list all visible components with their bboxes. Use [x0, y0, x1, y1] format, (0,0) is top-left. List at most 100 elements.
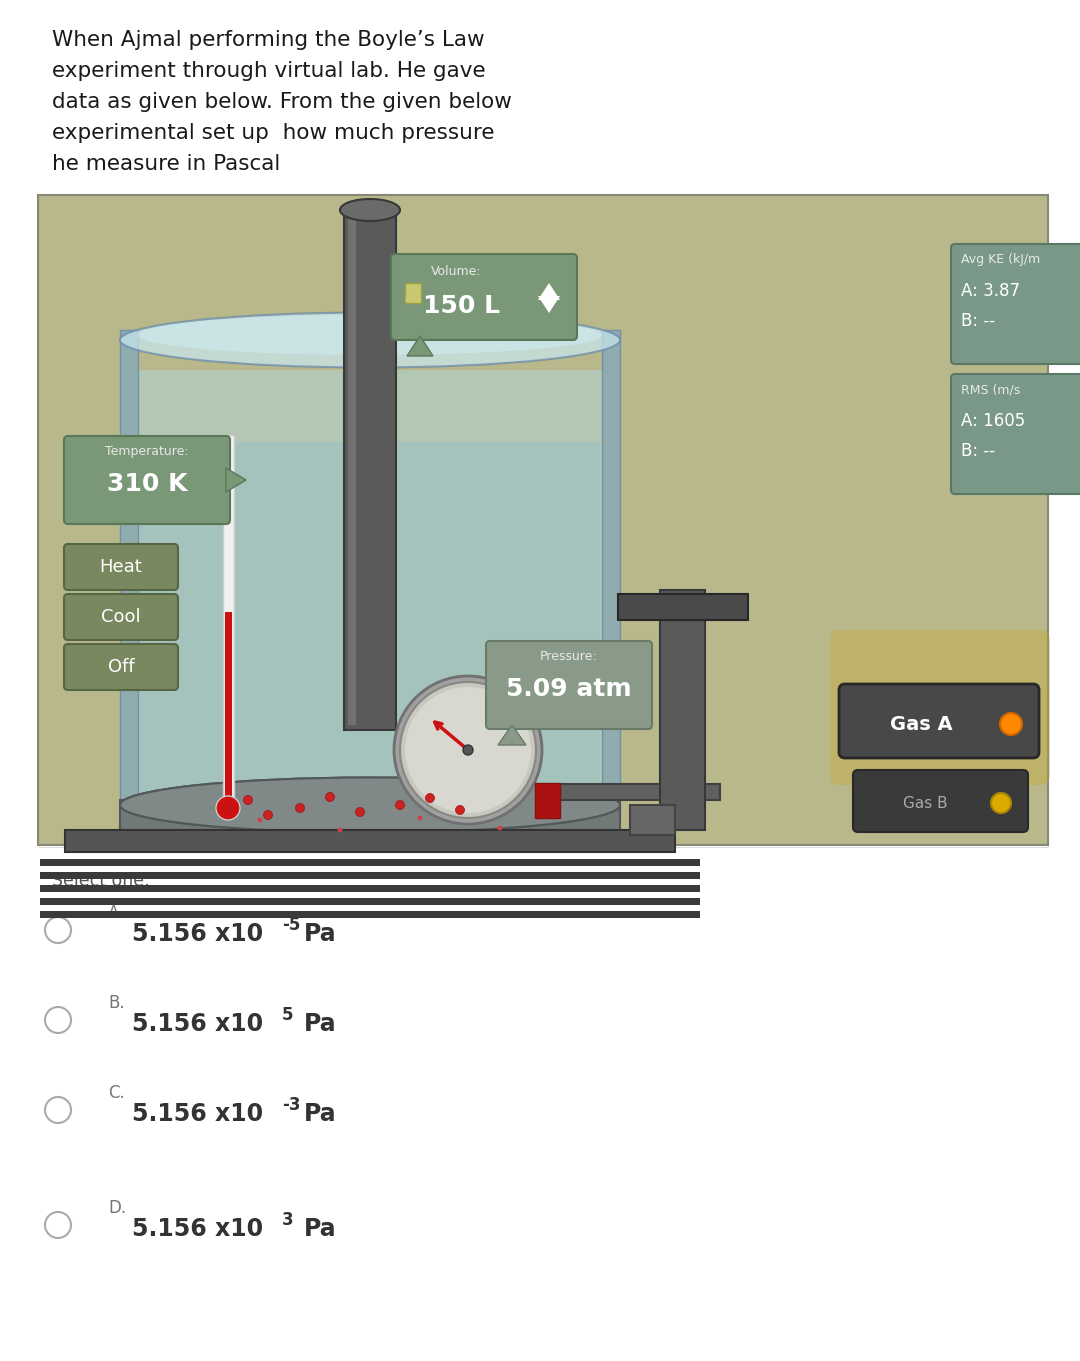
Ellipse shape [340, 199, 400, 220]
Bar [120, 800, 620, 830]
Text: When Ajmal performing the Boyle’s Law: When Ajmal performing the Boyle’s Law [52, 30, 485, 50]
Text: D.: D. [108, 1199, 126, 1217]
Circle shape [45, 1213, 71, 1239]
Bar [345, 210, 396, 729]
Circle shape [296, 803, 305, 813]
Circle shape [400, 682, 536, 818]
Text: Pa: Pa [303, 1013, 337, 1036]
FancyBboxPatch shape [831, 630, 1050, 785]
Text: experimental set up  how much pressure: experimental set up how much pressure [52, 122, 495, 143]
Text: B.: B. [108, 994, 124, 1013]
Text: 5.156 x10: 5.156 x10 [132, 1102, 264, 1126]
Text: experiment through virtual lab. He gave: experiment through virtual lab. He gave [52, 61, 486, 82]
Circle shape [394, 676, 542, 823]
Bar [535, 783, 561, 818]
FancyBboxPatch shape [391, 255, 577, 340]
FancyBboxPatch shape [486, 641, 652, 729]
Bar [222, 436, 233, 810]
Text: 5.09 atm: 5.09 atm [507, 676, 632, 701]
Circle shape [257, 818, 262, 822]
Bar [660, 591, 705, 830]
Text: 310 K: 310 K [107, 472, 187, 495]
Bar [602, 329, 620, 819]
Text: 150 L: 150 L [423, 294, 500, 318]
Circle shape [243, 795, 253, 804]
Bar [630, 804, 675, 836]
Ellipse shape [138, 314, 602, 355]
Polygon shape [498, 725, 526, 744]
Bar [618, 593, 748, 621]
Bar [540, 784, 720, 800]
FancyBboxPatch shape [839, 685, 1039, 758]
Circle shape [395, 800, 405, 810]
FancyBboxPatch shape [64, 644, 178, 690]
FancyBboxPatch shape [951, 374, 1080, 494]
Bar [225, 612, 231, 802]
Circle shape [991, 793, 1011, 813]
FancyBboxPatch shape [64, 544, 178, 591]
Text: Heat: Heat [99, 558, 143, 576]
Text: Volume:: Volume: [431, 265, 482, 278]
Circle shape [264, 811, 272, 819]
Text: C.: C. [108, 1083, 125, 1102]
Circle shape [337, 827, 342, 833]
Text: A.: A. [108, 904, 124, 921]
Text: 5: 5 [282, 1006, 294, 1023]
Text: Gas B: Gas B [903, 795, 948, 811]
Circle shape [45, 1007, 71, 1033]
Text: B: --: B: -- [961, 442, 995, 460]
Text: Pressure:: Pressure: [540, 651, 598, 663]
Text: 5.156 x10: 5.156 x10 [132, 1217, 264, 1241]
Bar [40, 872, 700, 879]
Text: 5.156 x10: 5.156 x10 [132, 1013, 264, 1036]
Circle shape [1000, 713, 1022, 735]
Text: RMS (m/s: RMS (m/s [961, 382, 1021, 396]
Polygon shape [407, 336, 433, 357]
FancyBboxPatch shape [853, 770, 1028, 832]
Text: -3: -3 [282, 1096, 300, 1115]
FancyBboxPatch shape [64, 436, 230, 524]
Text: Temperature:: Temperature: [105, 445, 189, 459]
Text: B: --: B: -- [961, 312, 995, 329]
Bar [65, 830, 675, 852]
Bar [38, 195, 1048, 845]
Ellipse shape [120, 313, 620, 367]
Polygon shape [538, 295, 561, 313]
Circle shape [426, 793, 434, 803]
Text: Pa: Pa [303, 921, 337, 946]
Circle shape [45, 1097, 71, 1123]
Text: Pa: Pa [303, 1102, 337, 1126]
Bar [120, 329, 138, 819]
Circle shape [325, 792, 335, 802]
Text: Gas A: Gas A [890, 715, 953, 734]
Bar [140, 442, 600, 802]
Bar [348, 215, 356, 725]
Text: -5: -5 [282, 916, 300, 934]
Text: A: 1605: A: 1605 [961, 412, 1025, 430]
Text: A: 3.87: A: 3.87 [961, 282, 1020, 299]
Bar [40, 859, 700, 866]
Text: Avg KE (kJ/m: Avg KE (kJ/m [961, 253, 1040, 265]
Text: 5.156 x10: 5.156 x10 [132, 921, 264, 946]
Bar [40, 898, 700, 905]
Text: Select one:: Select one: [52, 872, 150, 890]
FancyBboxPatch shape [951, 244, 1080, 363]
Text: Off: Off [108, 657, 134, 676]
Circle shape [405, 687, 531, 813]
Bar [138, 370, 602, 819]
Bar [40, 911, 700, 919]
Ellipse shape [120, 777, 620, 833]
Ellipse shape [120, 777, 620, 833]
Circle shape [418, 815, 422, 821]
FancyBboxPatch shape [64, 593, 178, 640]
Circle shape [456, 806, 464, 814]
Text: Pa: Pa [303, 1217, 337, 1241]
Bar [40, 885, 700, 891]
Polygon shape [538, 283, 561, 299]
Text: 3: 3 [282, 1211, 294, 1229]
Circle shape [45, 917, 71, 943]
Polygon shape [226, 468, 246, 491]
Circle shape [463, 744, 473, 755]
Circle shape [216, 796, 240, 819]
Circle shape [498, 826, 502, 830]
